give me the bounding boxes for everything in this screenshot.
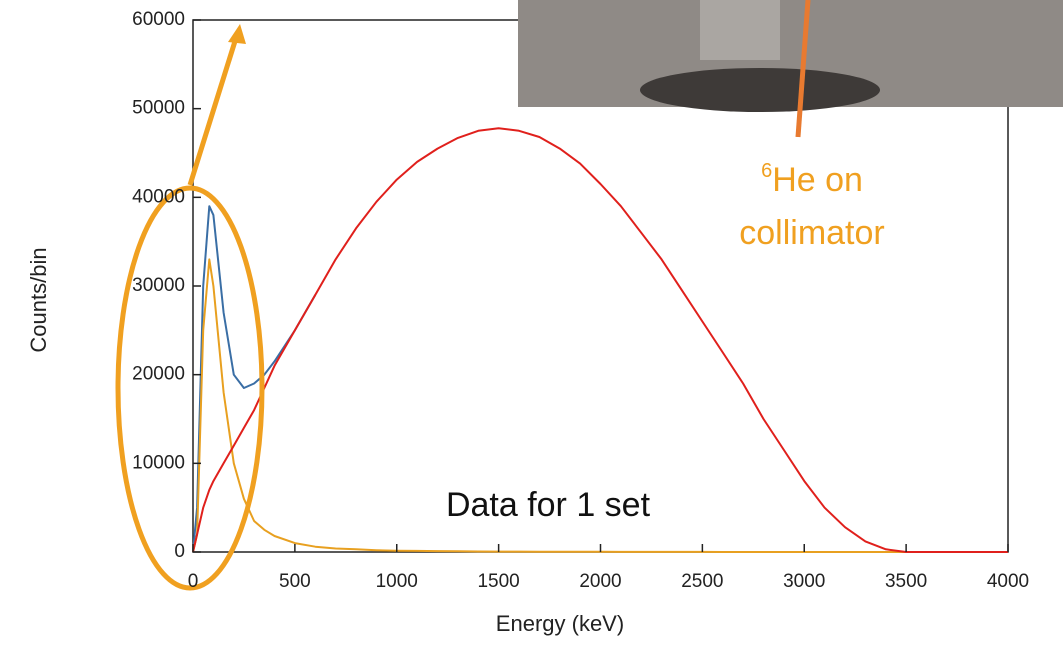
highlight-ellipse [115,185,265,591]
y-tick-label: 20000 [132,364,185,385]
y-axis-label: Counts/bin [26,247,51,352]
annotation: Data for 1 set [446,486,651,524]
arrow-head [228,24,246,44]
callout-line: collimator [739,214,884,252]
arrow [187,37,239,186]
x-tick-label: 500 [279,571,311,592]
callout-line: He on [772,161,863,199]
photo-detail [700,0,780,60]
arrow [795,0,811,138]
photo-detail [640,68,880,112]
x-tick-label: 2000 [579,571,621,592]
series-line [192,127,1008,553]
y-tick-label: 10000 [132,452,185,473]
callout-superscript: 6 [761,160,772,182]
y-tick-label: 40000 [132,186,185,207]
x-tick-label: 2500 [681,571,723,592]
x-tick-label: 4000 [987,571,1029,592]
x-tick-label: 0 [188,571,199,592]
series-line [192,205,317,553]
y-tick-label: 0 [174,541,185,562]
x-tick-label: 1000 [376,571,418,592]
x-tick-label: 3000 [783,571,825,592]
x-axis-label: Energy (keV) [496,611,624,636]
x-tick-label: 1500 [477,571,519,592]
y-tick-label: 50000 [132,98,185,119]
y-tick-label: 60000 [132,9,185,30]
x-tick-label: 3500 [885,571,927,592]
callout-text: 6He on [761,160,863,199]
y-tick-label: 30000 [132,275,185,296]
